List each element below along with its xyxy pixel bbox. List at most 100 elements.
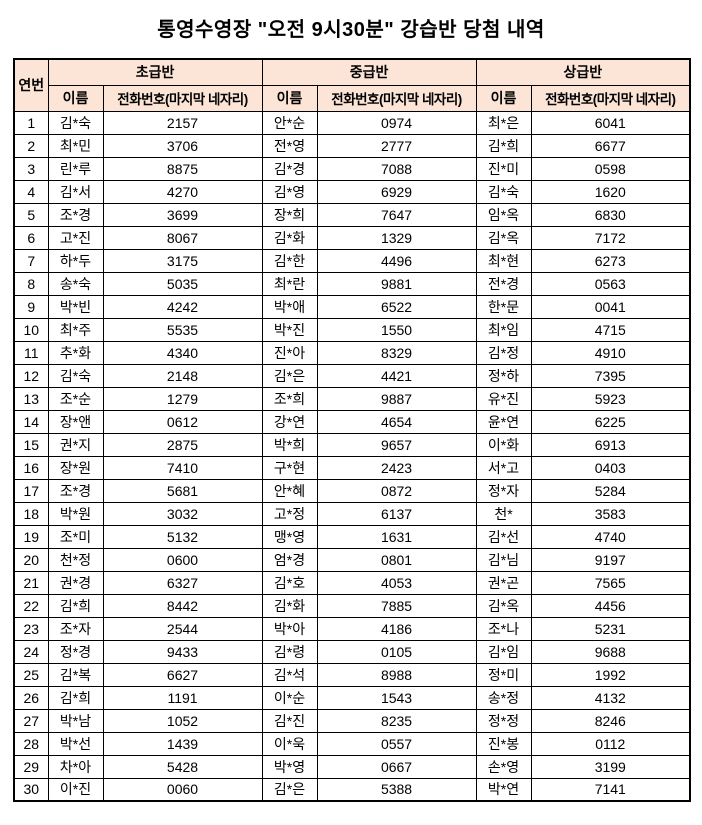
advanced-name-cell: 천* bbox=[475, 501, 532, 526]
winners-table: 연번 초급반 중급반 상급반 이름 전화번호(마지막 네자리) 이름 전화번호(… bbox=[13, 58, 692, 802]
beginner-phone-cell: 2875 bbox=[102, 432, 263, 457]
beginner-phone-cell: 6627 bbox=[102, 662, 263, 687]
intermediate-name-cell: 안*순 bbox=[261, 110, 318, 135]
intermediate-name-cell: 김*령 bbox=[261, 639, 318, 664]
advanced-name-cell: 진*미 bbox=[475, 156, 532, 181]
serial-cell: 12 bbox=[13, 363, 49, 388]
beginner-phone-cell: 3699 bbox=[102, 202, 263, 227]
advanced-phone-cell: 6677 bbox=[530, 133, 691, 158]
intermediate-phone-cell: 4186 bbox=[316, 616, 477, 641]
table-row: 9 박*빈 4242 박*애 6522 한*문 0041 bbox=[13, 294, 691, 319]
serial-cell: 6 bbox=[13, 225, 49, 250]
serial-cell: 23 bbox=[13, 616, 49, 641]
serial-cell: 7 bbox=[13, 248, 49, 273]
intermediate-phone-cell: 1543 bbox=[316, 685, 477, 710]
intermediate-name-cell: 김*한 bbox=[261, 248, 318, 273]
serial-cell: 29 bbox=[13, 754, 49, 779]
table-row: 7 하*두 3175 김*한 4496 최*현 6273 bbox=[13, 248, 691, 273]
beginner-name-cell: 정*경 bbox=[47, 639, 104, 664]
beginner-phone-cell: 2157 bbox=[102, 110, 263, 135]
group-header-row: 연번 초급반 중급반 상급반 bbox=[13, 58, 691, 112]
beginner-phone-cell: 5535 bbox=[102, 317, 263, 342]
advanced-phone-cell: 1620 bbox=[530, 179, 691, 204]
intermediate-name-cell: 최*란 bbox=[261, 271, 318, 296]
beginner-phone-cell: 2148 bbox=[102, 363, 263, 388]
intermediate-name-cell: 맹*영 bbox=[261, 524, 318, 549]
advanced-phone-cell: 4132 bbox=[530, 685, 691, 710]
table-row: 26 김*희 1191 이*순 1543 송*정 4132 bbox=[13, 685, 691, 710]
table-row: 3 린*루 8875 김*경 7088 진*미 0598 bbox=[13, 156, 691, 181]
serial-cell: 25 bbox=[13, 662, 49, 687]
beginner-phone-cell: 1279 bbox=[102, 386, 263, 411]
intermediate-phone-cell: 7885 bbox=[316, 593, 477, 618]
intermediate-name-cell: 전*영 bbox=[261, 133, 318, 158]
serial-cell: 9 bbox=[13, 294, 49, 319]
advanced-name-cell: 유*진 bbox=[475, 386, 532, 411]
serial-cell: 4 bbox=[13, 179, 49, 204]
table-row: 8 송*숙 5035 최*란 9881 전*경 0563 bbox=[13, 271, 691, 296]
intermediate-name-cell: 안*혜 bbox=[261, 478, 318, 503]
intermediate-phone-cell: 0557 bbox=[316, 731, 477, 756]
beginner-name-cell: 추*화 bbox=[47, 340, 104, 365]
intermediate-name-cell: 김*은 bbox=[261, 777, 318, 802]
group-header-beginner: 초급반 bbox=[47, 58, 263, 86]
beginner-name-cell: 권*지 bbox=[47, 432, 104, 457]
serial-cell: 22 bbox=[13, 593, 49, 618]
advanced-name-cell: 김*옥 bbox=[475, 225, 532, 250]
serial-cell: 5 bbox=[13, 202, 49, 227]
serial-cell: 26 bbox=[13, 685, 49, 710]
beginner-name-cell: 김*숙 bbox=[47, 363, 104, 388]
intermediate-name-cell: 김*호 bbox=[261, 570, 318, 595]
beginner-name-cell: 김*숙 bbox=[47, 110, 104, 135]
advanced-name-cell: 이*화 bbox=[475, 432, 532, 457]
advanced-phone-cell: 3583 bbox=[530, 501, 691, 526]
advanced-phone-cell: 0563 bbox=[530, 271, 691, 296]
advanced-phone-cell: 7395 bbox=[530, 363, 691, 388]
intermediate-phone-cell: 8329 bbox=[316, 340, 477, 365]
intermediate-phone-cell: 6137 bbox=[316, 501, 477, 526]
intermediate-name-cell: 박*영 bbox=[261, 754, 318, 779]
col-header-beginner-name: 이름 bbox=[47, 84, 104, 112]
advanced-phone-cell: 0041 bbox=[530, 294, 691, 319]
advanced-phone-cell: 6913 bbox=[530, 432, 691, 457]
intermediate-phone-cell: 7647 bbox=[316, 202, 477, 227]
advanced-name-cell: 최*임 bbox=[475, 317, 532, 342]
beginner-phone-cell: 5132 bbox=[102, 524, 263, 549]
advanced-name-cell: 정*미 bbox=[475, 662, 532, 687]
advanced-phone-cell: 7141 bbox=[530, 777, 691, 802]
advanced-name-cell: 김*선 bbox=[475, 524, 532, 549]
beginner-name-cell: 김*서 bbox=[47, 179, 104, 204]
beginner-phone-cell: 8067 bbox=[102, 225, 263, 250]
table-row: 4 김*서 4270 김*영 6929 김*숙 1620 bbox=[13, 179, 691, 204]
table-header: 연번 초급반 중급반 상급반 이름 전화번호(마지막 네자리) 이름 전화번호(… bbox=[13, 58, 691, 112]
beginner-phone-cell: 0612 bbox=[102, 409, 263, 434]
serial-cell: 17 bbox=[13, 478, 49, 503]
intermediate-name-cell: 김*석 bbox=[261, 662, 318, 687]
beginner-phone-cell: 4340 bbox=[102, 340, 263, 365]
beginner-name-cell: 이*진 bbox=[47, 777, 104, 802]
col-header-intermediate-name: 이름 bbox=[261, 84, 318, 112]
intermediate-phone-cell: 6929 bbox=[316, 179, 477, 204]
serial-cell: 3 bbox=[13, 156, 49, 181]
table-row: 22 김*희 8442 김*화 7885 김*옥 4456 bbox=[13, 593, 691, 618]
table-body: 1 김*숙 2157 안*순 0974 최*은 6041 2 최*민 3706 전*영 2777 김*희… bbox=[13, 110, 691, 802]
intermediate-name-cell: 이*욱 bbox=[261, 731, 318, 756]
beginner-name-cell: 송*숙 bbox=[47, 271, 104, 296]
col-header-advanced-name: 이름 bbox=[475, 84, 532, 112]
advanced-phone-cell: 6225 bbox=[530, 409, 691, 434]
serial-cell: 21 bbox=[13, 570, 49, 595]
table-row: 17 조*경 5681 안*혜 0872 정*자 5284 bbox=[13, 478, 691, 503]
beginner-phone-cell: 1191 bbox=[102, 685, 263, 710]
intermediate-name-cell: 박*아 bbox=[261, 616, 318, 641]
serial-cell: 10 bbox=[13, 317, 49, 342]
advanced-phone-cell: 4715 bbox=[530, 317, 691, 342]
intermediate-name-cell: 장*희 bbox=[261, 202, 318, 227]
advanced-phone-cell: 3199 bbox=[530, 754, 691, 779]
advanced-name-cell: 서*고 bbox=[475, 455, 532, 480]
beginner-phone-cell: 9433 bbox=[102, 639, 263, 664]
col-header-beginner-phone: 전화번호(마지막 네자리) bbox=[102, 84, 263, 112]
table-row: 19 조*미 5132 맹*영 1631 김*선 4740 bbox=[13, 524, 691, 549]
beginner-name-cell: 하*두 bbox=[47, 248, 104, 273]
advanced-name-cell: 진*봉 bbox=[475, 731, 532, 756]
